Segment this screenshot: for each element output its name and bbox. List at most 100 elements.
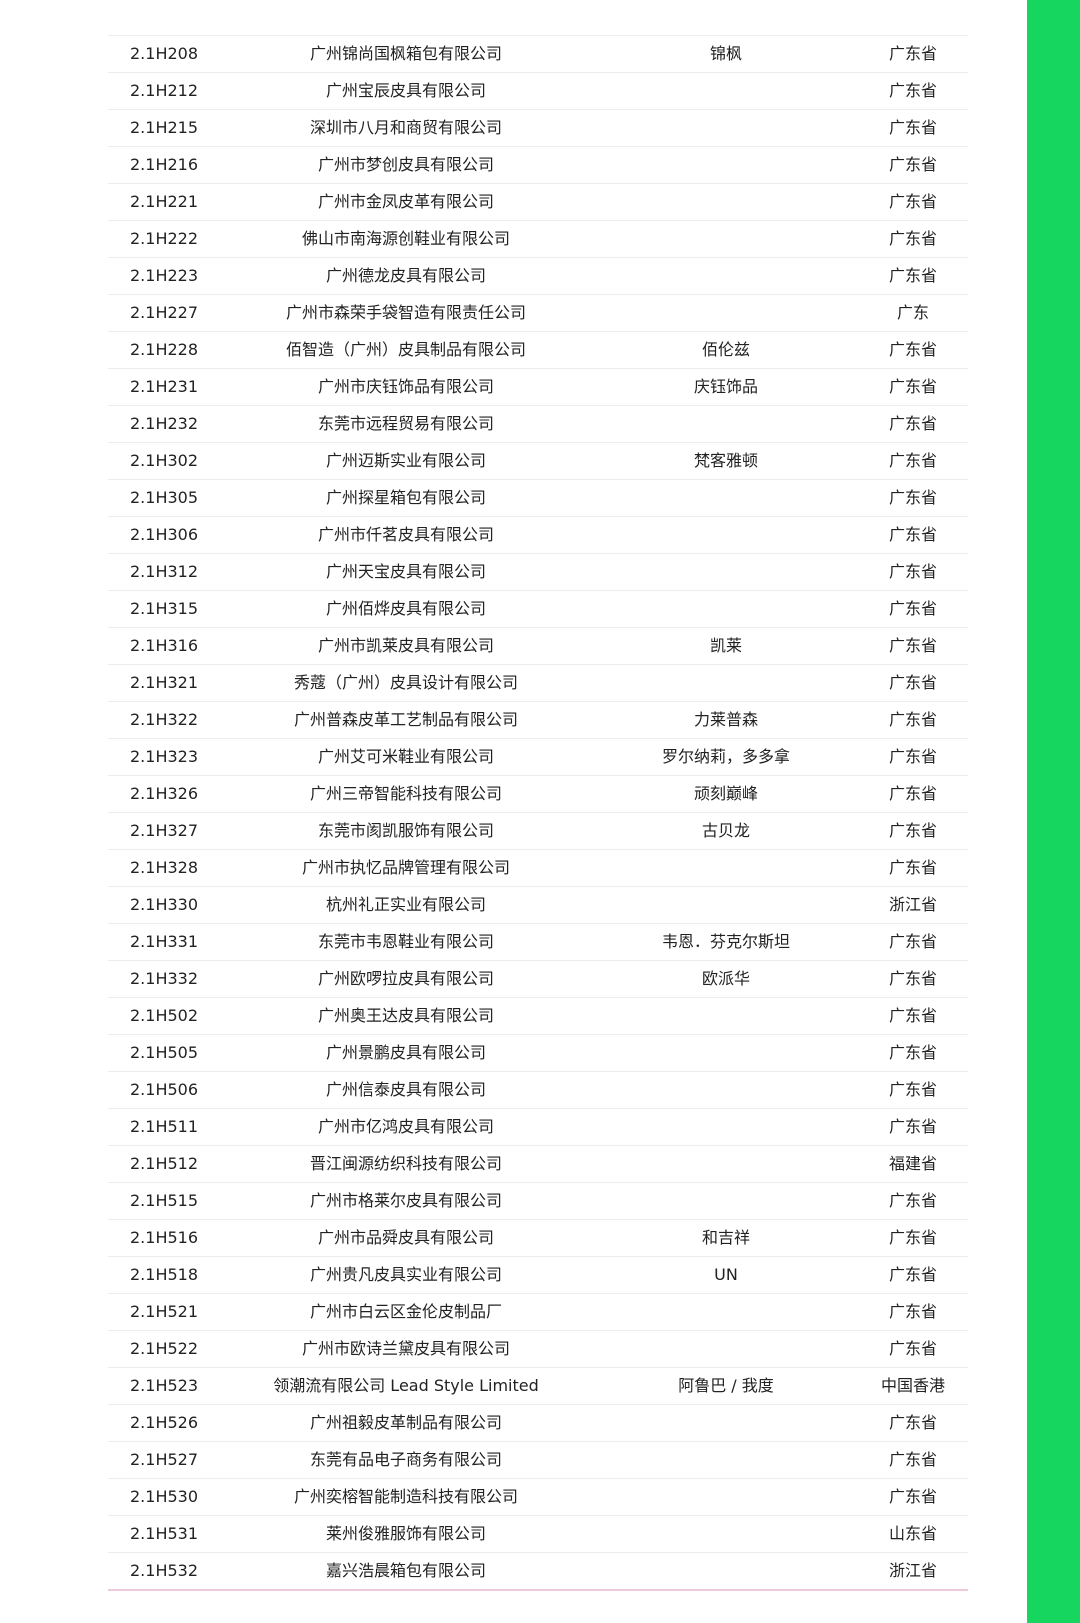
company-name: 莱州俊雅服饰有限公司 [325, 1524, 487, 1543]
province: 广东省 [888, 340, 938, 359]
booth-number: 2.1H331 [129, 932, 199, 951]
province: 广东省 [888, 1450, 938, 1469]
province: 广东省 [888, 636, 938, 655]
booth-number: 2.1H222 [129, 229, 199, 248]
booth-number: 2.1H522 [129, 1339, 199, 1358]
table-row: 2.1H526 广州祖毅皮革制品有限公司 广东省 [108, 1405, 968, 1442]
province: 广东省 [888, 969, 938, 988]
table-row: 2.1H522 广州市欧诗兰黛皮具有限公司 广东省 [108, 1331, 968, 1368]
company-name: 广州市庆钰饰品有限公司 [317, 377, 495, 396]
province: 广东省 [888, 673, 938, 692]
province: 广东省 [888, 1265, 938, 1284]
province: 广东省 [888, 118, 938, 137]
company-name: 东莞市韦恩鞋业有限公司 [317, 932, 495, 951]
province: 广东省 [888, 1191, 938, 1210]
booth-number: 2.1H531 [129, 1524, 199, 1543]
booth-number: 2.1H306 [129, 525, 199, 544]
company-name: 广州市梦创皮具有限公司 [317, 155, 495, 174]
booth-number: 2.1H323 [129, 747, 199, 766]
company-name: 广州市森荣手袋智造有限责任公司 [285, 303, 527, 322]
brand-name: 凯莱 [709, 636, 743, 655]
province: 广东 [896, 303, 930, 322]
company-name: 广州市执忆品牌管理有限公司 [301, 858, 511, 877]
company-name: 广州祖毅皮革制品有限公司 [309, 1413, 503, 1432]
table-row: 2.1H516 广州市品舜皮具有限公司 和吉祥 广东省 [108, 1220, 968, 1257]
province: 广东省 [888, 525, 938, 544]
brand-name: 罗尔纳莉，多多拿 [661, 747, 791, 766]
province: 山东省 [888, 1524, 938, 1543]
company-name: 东莞市阂凯服饰有限公司 [317, 821, 495, 840]
company-name: 广州锦尚国枫箱包有限公司 [309, 44, 503, 63]
company-name: 广州德龙皮具有限公司 [325, 266, 487, 285]
table-row: 2.1H316 广州市凯莱皮具有限公司 凯莱 广东省 [108, 628, 968, 665]
province: 广东省 [888, 1302, 938, 1321]
booth-number: 2.1H505 [129, 1043, 199, 1062]
booth-number: 2.1H326 [129, 784, 199, 803]
company-name: 广州艾可米鞋业有限公司 [317, 747, 495, 766]
table-row: 2.1H530 广州奕榕智能制造科技有限公司 广东省 [108, 1479, 968, 1516]
province: 广东省 [888, 858, 938, 877]
company-name: 广州信泰皮具有限公司 [325, 1080, 487, 1099]
booth-number: 2.1H315 [129, 599, 199, 618]
province: 广东省 [888, 784, 938, 803]
booth-number: 2.1H527 [129, 1450, 199, 1469]
company-name: 广州市亿鸿皮具有限公司 [317, 1117, 495, 1136]
company-name: 广州奕榕智能制造科技有限公司 [293, 1487, 519, 1506]
table-row: 2.1H505 广州景鹏皮具有限公司 广东省 [108, 1035, 968, 1072]
booth-number: 2.1H516 [129, 1228, 199, 1247]
booth-number: 2.1H330 [129, 895, 199, 914]
province: 广东省 [888, 1080, 938, 1099]
brand-name: UN [714, 1265, 738, 1284]
province: 广东省 [888, 1413, 938, 1432]
company-name: 广州市凯莱皮具有限公司 [317, 636, 495, 655]
booth-number: 2.1H216 [129, 155, 199, 174]
booth-number: 2.1H322 [129, 710, 199, 729]
company-name: 深圳市八月和商贸有限公司 [309, 118, 503, 137]
table-row: 2.1H227 广州市森荣手袋智造有限责任公司 广东 [108, 295, 968, 332]
province: 广东省 [888, 1117, 938, 1136]
table-row: 2.1H511 广州市亿鸿皮具有限公司 广东省 [108, 1109, 968, 1146]
booth-number: 2.1H328 [129, 858, 199, 877]
province: 广东省 [888, 821, 938, 840]
company-name: 杭州礼正实业有限公司 [325, 895, 487, 914]
province: 广东省 [888, 81, 938, 100]
table-row: 2.1H502 广州奥王达皮具有限公司 广东省 [108, 998, 968, 1035]
table-row: 2.1H221 广州市金凤皮革有限公司 广东省 [108, 184, 968, 221]
province: 浙江省 [888, 1561, 938, 1580]
booth-number: 2.1H321 [129, 673, 199, 692]
table-row: 2.1H527 东莞有品电子商务有限公司 广东省 [108, 1442, 968, 1479]
table-row: 2.1H228 佰智造（广州）皮具制品有限公司 佰伦兹 广东省 [108, 332, 968, 369]
company-name: 广州奥王达皮具有限公司 [317, 1006, 495, 1025]
company-name: 广州市品舜皮具有限公司 [317, 1228, 495, 1247]
table-row: 2.1H232 东莞市远程贸易有限公司 广东省 [108, 406, 968, 443]
booth-number: 2.1H530 [129, 1487, 199, 1506]
table-row: 2.1H521 广州市白云区金伦皮制品厂 广东省 [108, 1294, 968, 1331]
province: 广东省 [888, 414, 938, 433]
table-row: 2.1H306 广州市仟茗皮具有限公司 广东省 [108, 517, 968, 554]
booth-number: 2.1H523 [129, 1376, 199, 1395]
booth-number: 2.1H327 [129, 821, 199, 840]
brand-name: 梵客雅顿 [693, 451, 759, 470]
table-row: 2.1H331 东莞市韦恩鞋业有限公司 韦恩．芬克尔斯坦 广东省 [108, 924, 968, 961]
table-row: 2.1H506 广州信泰皮具有限公司 广东省 [108, 1072, 968, 1109]
booth-number: 2.1H312 [129, 562, 199, 581]
company-name: 广州贵凡皮具实业有限公司 [309, 1265, 503, 1284]
province: 广东省 [888, 155, 938, 174]
province: 广东省 [888, 599, 938, 618]
brand-name: 顽刻巅峰 [693, 784, 759, 803]
company-name: 广州迈斯实业有限公司 [325, 451, 487, 470]
table-row: 2.1H327 东莞市阂凯服饰有限公司 古贝龙 广东省 [108, 813, 968, 850]
brand-name: 阿鲁巴 / 我度 [678, 1376, 774, 1395]
table-row: 2.1H215 深圳市八月和商贸有限公司 广东省 [108, 110, 968, 147]
province: 广东省 [888, 44, 938, 63]
booth-number: 2.1H232 [129, 414, 199, 433]
brand-name: 欧派华 [701, 969, 751, 988]
company-name: 广州欧啰拉皮具有限公司 [317, 969, 495, 988]
booth-number: 2.1H215 [129, 118, 199, 137]
province: 广东省 [888, 229, 938, 248]
company-name: 广州市金凤皮革有限公司 [317, 192, 495, 211]
company-name: 广州三帝智能科技有限公司 [309, 784, 503, 803]
table-row: 2.1H222 佛山市南海源创鞋业有限公司 广东省 [108, 221, 968, 258]
company-name: 佛山市南海源创鞋业有限公司 [301, 229, 511, 248]
exhibitor-table: 2.1H208 广州锦尚国枫箱包有限公司 锦枫 广东省 2.1H212 广州宝辰皮具有限公… [108, 35, 968, 1591]
